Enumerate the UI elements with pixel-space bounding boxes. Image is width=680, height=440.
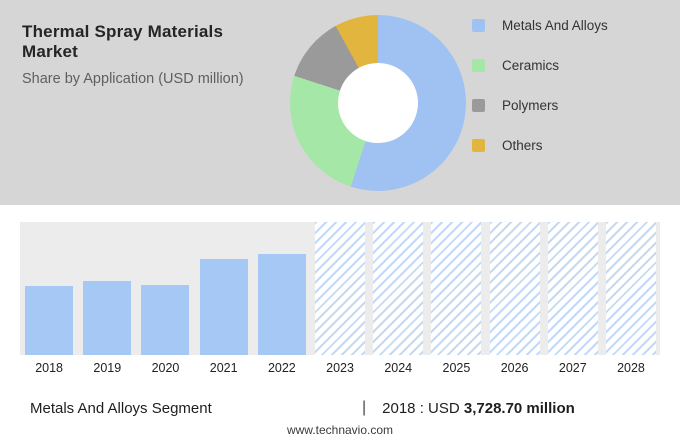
forecast-bar-2024 — [373, 222, 424, 355]
forecast-bar-2028 — [605, 222, 656, 355]
summary-separator: | — [362, 399, 367, 416]
bar-2019 — [83, 280, 132, 355]
x-axis-labels: 2018 2019 2020 2021 2022 2023 2024 2025 2026 2027… — [20, 361, 660, 375]
x-axis-label-2023: 2023 — [326, 361, 354, 375]
bar-chart-panel — [20, 222, 660, 355]
bar-slot-2028 — [602, 222, 660, 355]
bar-slot-2018 — [20, 222, 78, 355]
legend-item: Polymers — [472, 96, 608, 114]
legend-swatch-icon — [472, 58, 485, 72]
x-axis-label-2025: 2025 — [442, 361, 471, 375]
footer-url: www.technavio.com — [286, 423, 394, 437]
bar-slot-2025 — [427, 222, 485, 355]
summary-row: Metals And Alloys Segment | 2018 : USD 3… — [30, 399, 650, 417]
legend-label: Metals And Alloys — [502, 17, 608, 33]
bar-2022 — [257, 253, 306, 355]
segment-value-prefix: 2018 : USD — [382, 399, 460, 417]
legend-item: Ceramics — [472, 56, 608, 74]
forecast-bar-2027 — [547, 222, 598, 355]
x-axis-label-2027: 2027 — [558, 361, 587, 375]
bar-slot-2022 — [253, 222, 311, 355]
bar-chart — [20, 222, 660, 355]
page-subtitle: Share by Application (USD million) — [22, 71, 244, 87]
bar-slot-2019 — [78, 222, 136, 355]
legend-label: Polymers — [502, 97, 559, 113]
chart-legend: Metals And Alloys Ceramics Polymers Others — [472, 16, 608, 154]
x-axis-label-2026: 2026 — [500, 361, 529, 375]
forecast-bar-2025 — [431, 222, 482, 355]
header-section: Thermal Spray Materials Market Share by … — [0, 0, 680, 205]
x-axis-label-2028: 2028 — [617, 361, 645, 375]
bar-slot-2023 — [311, 222, 369, 355]
bar-slot-2027 — [544, 222, 602, 355]
page-title: Thermal Spray Materials Market — [22, 22, 224, 61]
donut-chart — [290, 15, 466, 191]
bar-2021 — [199, 259, 248, 355]
legend-item: Metals And Alloys — [472, 16, 608, 34]
legend-item: Others — [472, 136, 608, 154]
x-axis-label-2019: 2019 — [93, 361, 122, 375]
legend-swatch-icon — [472, 98, 485, 112]
legend-label: Others — [502, 137, 543, 153]
x-axis-label-2024: 2024 — [384, 361, 413, 375]
bar-slot-2021 — [195, 222, 253, 355]
forecast-bar-2026 — [489, 222, 540, 355]
bar-slot-2020 — [136, 222, 194, 355]
legend-swatch-icon — [472, 18, 485, 32]
bar-2020 — [141, 284, 190, 355]
forecast-bar-2023 — [315, 222, 366, 355]
segment-label: Metals And Alloys Segment — [30, 399, 212, 417]
bar-slot-2026 — [486, 222, 544, 355]
segment-value-amount: 3,728.70 million — [463, 399, 575, 417]
bar-2018 — [25, 285, 74, 355]
legend-label: Ceramics — [502, 57, 560, 73]
bar-slot-2024 — [369, 222, 427, 355]
title-block: Thermal Spray Materials Market Share by … — [22, 22, 272, 87]
x-axis-label-2022: 2022 — [267, 361, 296, 375]
legend-swatch-icon — [472, 138, 485, 152]
x-axis-label-2020: 2020 — [151, 361, 180, 375]
segment-value: 2018 : USD 3,728.70 million — [382, 400, 575, 417]
x-axis-label-2018: 2018 — [35, 361, 63, 375]
x-axis-label-2021: 2021 — [209, 361, 238, 375]
